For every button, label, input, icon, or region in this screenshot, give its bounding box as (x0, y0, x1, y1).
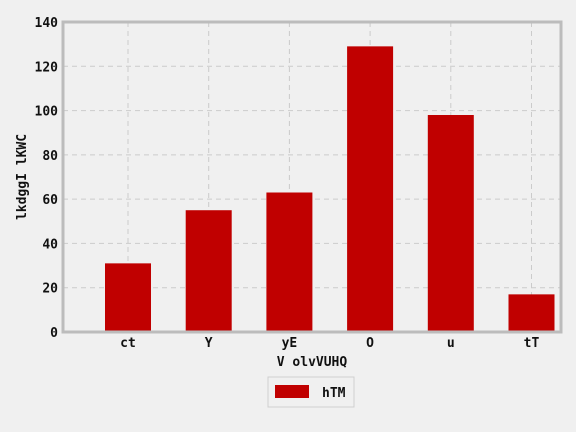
y-tick-label: 60 (42, 193, 58, 208)
plot-frame (61, 20, 563, 334)
x-tick-label: ct (120, 336, 136, 351)
bar-u (427, 115, 474, 332)
bar-tT (508, 294, 555, 332)
bar-group (105, 46, 555, 332)
y-tick-label: 80 (42, 149, 58, 164)
bar-ct (105, 263, 151, 332)
y-tick-label: 40 (42, 237, 58, 252)
legend-swatch (275, 385, 309, 398)
y-tick-label: 0 (50, 326, 58, 341)
y-tick-label: 20 (42, 282, 58, 297)
y-tick-label: 120 (35, 60, 59, 75)
y-axis-title: lkdggI lKWC (15, 134, 30, 220)
bar-O (347, 46, 394, 332)
x-tick-label: tT (524, 336, 540, 351)
x-axis-title: V olvVUHQ (277, 355, 348, 370)
legend: hTM (267, 376, 355, 408)
y-tick-label: 100 (35, 105, 59, 120)
y-tick-labels: 0 20 40 60 80 100 120 140 (35, 16, 59, 341)
x-tick-label: Y (205, 336, 213, 351)
y-tick-label: 140 (35, 16, 59, 31)
bar-yE (266, 192, 313, 332)
x-tick-label: yE (282, 336, 298, 351)
x-tick-label: u (447, 336, 455, 351)
bar-Y (185, 210, 232, 332)
legend-label: hTM (322, 386, 346, 401)
x-tick-label: O (366, 336, 374, 351)
